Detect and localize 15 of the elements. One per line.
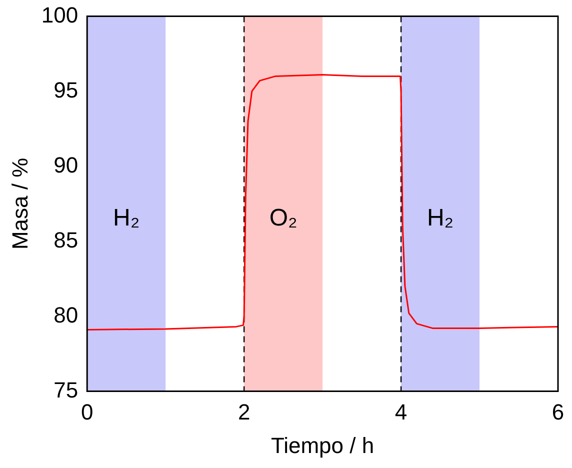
band-label: H₂ bbox=[426, 204, 454, 232]
band-label: H₂ bbox=[113, 204, 140, 232]
y-tick-label: 90 bbox=[54, 152, 78, 178]
x-tick-label: 0 bbox=[80, 399, 94, 424]
x-tick-label: 6 bbox=[552, 399, 564, 424]
y-axis-title: Masa / % bbox=[7, 158, 32, 250]
x-axis-title: Tiempo / h bbox=[270, 432, 374, 458]
y-tick-label: 85 bbox=[54, 227, 78, 252]
y-tick-label: 80 bbox=[54, 302, 78, 328]
x-tick-label: 4 bbox=[394, 399, 408, 424]
y-tick-label: 75 bbox=[54, 377, 78, 402]
band-label: O₂ bbox=[269, 204, 298, 232]
y-tick-label: 100 bbox=[41, 2, 78, 28]
y-tick-label: 95 bbox=[54, 77, 78, 102]
x-tick-label: 2 bbox=[238, 399, 250, 424]
